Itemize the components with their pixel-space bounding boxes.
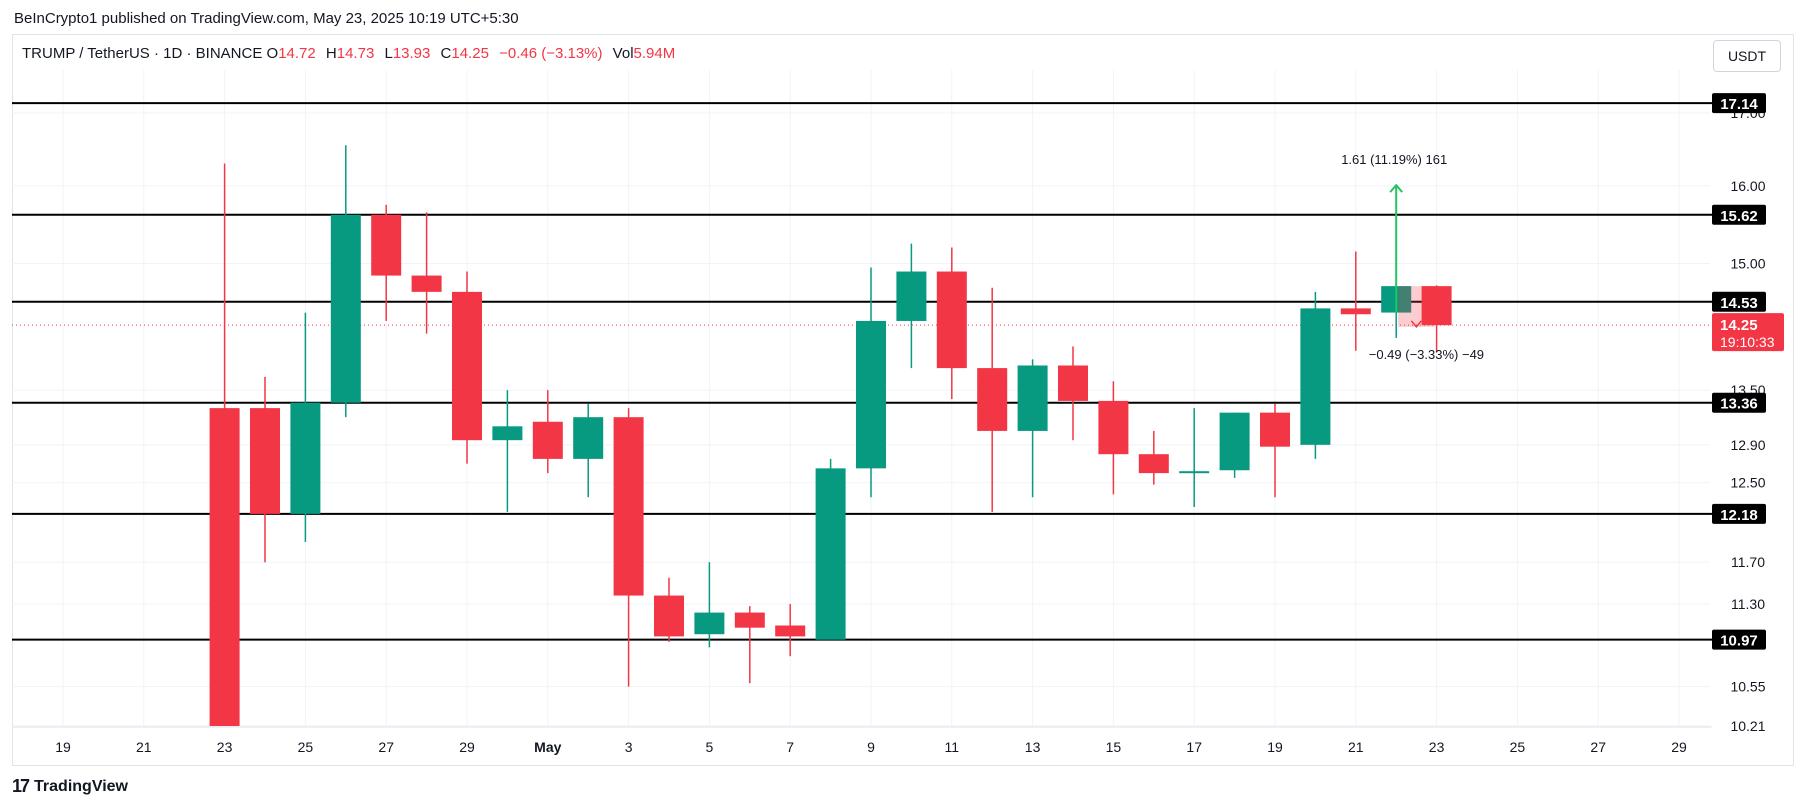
y-tick-label: 12.50	[1730, 475, 1765, 491]
y-tick-label: 15.00	[1730, 255, 1765, 271]
x-tick-label: 19	[1267, 739, 1283, 755]
countdown-label: 19:10:33	[1720, 334, 1775, 350]
low-label: L	[384, 45, 393, 62]
currency-button[interactable]: USDT	[1713, 40, 1781, 72]
volume-label: Vol	[612, 45, 634, 62]
level-price-label: 17.14	[1720, 96, 1758, 113]
candle-body[interactable]	[573, 417, 604, 459]
level-price-label: 14.53	[1720, 295, 1758, 312]
candle-body[interactable]	[1138, 454, 1169, 474]
y-tick-label: 10.21	[1730, 718, 1765, 734]
candle-body[interactable]	[1058, 365, 1088, 401]
level-price-tag	[1712, 93, 1766, 114]
x-tick-label: 19	[55, 739, 71, 755]
candle-body[interactable]	[1179, 471, 1210, 474]
candle-body[interactable]	[734, 612, 765, 628]
measure-down-box	[1398, 286, 1435, 327]
x-tick-label: 5	[706, 739, 714, 755]
x-tick-label: 29	[459, 739, 475, 755]
y-tick-label: 16.00	[1730, 178, 1765, 194]
candle-body[interactable]	[856, 320, 886, 469]
publisher-credit: BeInCrypto1 published on TradingView.com…	[14, 10, 519, 27]
candle-body[interactable]	[613, 417, 644, 596]
level-price-label: 10.97	[1720, 633, 1758, 650]
candle-body[interactable]	[492, 426, 523, 441]
x-tick-label: 27	[378, 739, 394, 755]
candle-body[interactable]	[1421, 286, 1452, 326]
level-price-tag	[1712, 503, 1766, 524]
candle-body[interactable]	[815, 468, 846, 640]
candle-body[interactable]	[532, 421, 563, 459]
change-value: −0.46 (−3.13%)	[499, 45, 603, 62]
measure-down-arrow	[1410, 320, 1422, 329]
y-tick-label: 11.70	[1731, 554, 1765, 570]
tradingview-logo-icon: 17	[12, 776, 30, 796]
candle-body[interactable]	[1017, 365, 1048, 431]
level-price-tag	[1712, 291, 1766, 312]
current-price-tag	[1712, 313, 1784, 352]
candle-body[interactable]	[1340, 308, 1371, 315]
candle-body[interactable]	[250, 408, 280, 514]
x-tick-label: 3	[625, 739, 633, 755]
symbol-legend: TRUMP / TetherUS · 1D · BINANCE O14.72 H…	[22, 45, 681, 62]
measure-up-label: 1.61 (11.19%) 161	[1341, 152, 1447, 167]
x-tick-label: 11	[945, 739, 960, 755]
high-value: 14.73	[336, 45, 375, 62]
candle-body[interactable]	[411, 275, 442, 292]
candle-body[interactable]	[896, 271, 927, 321]
tradingview-logo-text: TradingView	[34, 777, 128, 795]
candle-body[interactable]	[209, 408, 240, 726]
x-tick-label: 25	[1510, 739, 1526, 755]
level-price-tag	[1712, 204, 1766, 225]
level-price-label: 12.18	[1720, 507, 1758, 524]
close-label: C	[440, 45, 452, 62]
x-tick-label: 21	[136, 739, 152, 755]
symbol-label[interactable]: TRUMP / TetherUS · 1D · BINANCE	[22, 45, 263, 62]
y-tick-label: 10.55	[1730, 679, 1765, 695]
candle-body[interactable]	[330, 214, 361, 403]
candle-body[interactable]	[1219, 412, 1250, 471]
candle-body[interactable]	[1260, 412, 1290, 447]
x-tick-label: 25	[298, 739, 314, 755]
candle-body[interactable]	[936, 271, 967, 369]
x-tick-label: May	[534, 739, 561, 755]
high-label: H	[325, 45, 337, 62]
low-value: 13.93	[392, 45, 431, 62]
candle-body[interactable]	[694, 612, 725, 635]
candle-body[interactable]	[452, 291, 482, 441]
candle-body[interactable]	[290, 402, 321, 514]
x-tick-label: 29	[1671, 739, 1687, 755]
x-tick-label: 23	[1429, 739, 1445, 755]
candle-body[interactable]	[775, 625, 806, 637]
candle-body[interactable]	[977, 368, 1008, 431]
tradingview-logo[interactable]: 17 TradingView	[12, 776, 128, 797]
y-tick-label: 11.30	[1731, 596, 1765, 612]
level-price-tag	[1712, 629, 1766, 650]
candle-body[interactable]	[1300, 308, 1331, 445]
close-value: 14.25	[451, 45, 489, 62]
chart-frame	[12, 34, 1794, 766]
x-tick-label: 21	[1348, 739, 1364, 755]
measure-down-label: −0.49 (−3.33%) −49	[1369, 347, 1484, 362]
x-tick-label: 15	[1106, 739, 1122, 755]
measure-up-arrow	[1389, 183, 1403, 193]
volume-value: 5.94M	[633, 45, 676, 62]
level-price-label: 15.62	[1720, 208, 1758, 225]
candle-body[interactable]	[654, 595, 684, 637]
x-tick-label: 13	[1025, 739, 1041, 755]
level-price-tag	[1712, 392, 1766, 413]
x-tick-label: 9	[867, 739, 875, 755]
y-tick-label: 12.90	[1730, 437, 1765, 453]
level-price-label: 13.36	[1720, 396, 1758, 413]
candle-body[interactable]	[1098, 400, 1129, 455]
candle-body[interactable]	[371, 214, 402, 276]
x-tick-label: 17	[1186, 739, 1202, 755]
current-price-label: 14.25	[1720, 317, 1758, 334]
open-value: 14.72	[278, 45, 316, 62]
x-tick-label: 7	[786, 739, 794, 755]
open-label: O	[266, 45, 279, 62]
x-tick-label: 27	[1590, 739, 1606, 755]
x-tick-label: 23	[217, 739, 233, 755]
